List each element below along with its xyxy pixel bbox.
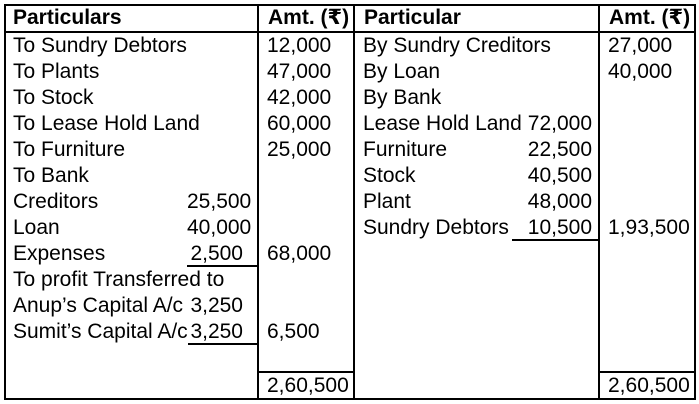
ledger-account-table: Particulars To Sundry Debtors To Plants …	[4, 4, 696, 400]
credit-particulars-column: Particular By Sundry Creditors By Loan B…	[355, 6, 600, 398]
amount-cell: 6,500	[267, 320, 320, 343]
debit-amount-column: Amt. (₹) 12,000 47,000 42,000 60,000 25,…	[259, 6, 355, 398]
sub-amount: 40,000	[187, 216, 252, 239]
row-label: Expenses	[13, 242, 106, 265]
amount-cell: 47,000	[267, 60, 332, 83]
table-row: To Bank	[6, 163, 257, 189]
row-label: Creditors	[13, 190, 99, 213]
table-row: By Loan	[355, 59, 598, 85]
table-row: Stock 40,500	[355, 163, 598, 189]
row-label: To profit Transferred to	[13, 268, 225, 291]
row-label: Furniture	[363, 138, 448, 161]
row-label: By Sundry Creditors	[363, 34, 551, 57]
table-row: Creditors 25,500	[6, 189, 257, 215]
table-row: To Sundry Debtors	[6, 33, 257, 59]
spacer	[259, 345, 353, 371]
sub-amount: 22,500	[527, 138, 592, 161]
table-row: Sumit’s Capital A/c 3,250	[6, 319, 257, 345]
table-row: Sundry Debtors 10,500	[355, 215, 598, 241]
spacer	[600, 241, 694, 371]
table-row: By Sundry Creditors	[355, 33, 598, 59]
sub-amount: 72,000	[527, 112, 592, 135]
table-row: To Stock	[6, 85, 257, 111]
credit-total: 2,60,500	[600, 371, 694, 398]
row-label: To Stock	[13, 86, 94, 109]
credit-amount-column: Amt. (₹) 27,000 40,000 1,93,500 2,60,500	[600, 6, 694, 398]
sub-amount: 3,250	[190, 294, 243, 317]
row-label: Sumit’s Capital A/c	[13, 320, 188, 343]
debit-particulars-column: Particulars To Sundry Debtors To Plants …	[6, 6, 259, 398]
spacer	[6, 345, 257, 371]
credit-amount-header: Amt. (₹)	[600, 6, 694, 33]
credit-particulars-header: Particular	[355, 6, 598, 33]
row-label: By Loan	[363, 60, 441, 83]
amount-cell: 1,93,500	[608, 216, 690, 239]
table-row: Anup’s Capital A/c 3,250	[6, 293, 257, 319]
row-label: To Plants	[13, 60, 100, 83]
sub-amount: 48,000	[527, 190, 592, 213]
row-label: Lease Hold Land	[363, 112, 522, 135]
sub-amount: 25,500	[187, 190, 252, 213]
row-label: Plant	[363, 190, 411, 213]
row-label: To Lease Hold Land	[13, 112, 200, 135]
table-row: Plant 48,000	[355, 189, 598, 215]
table-row: Loan 40,000	[6, 215, 257, 241]
spacer	[600, 85, 694, 215]
debit-total: 2,60,500	[259, 371, 353, 398]
amount-cell: 12,000	[267, 34, 332, 57]
row-label: To Bank	[13, 164, 89, 187]
table-row: To Lease Hold Land	[6, 111, 257, 137]
table-row: Expenses 2,500	[6, 241, 257, 267]
sub-amount-underlined: 10,500	[512, 215, 598, 241]
amount-cell: 40,000	[608, 60, 673, 83]
row-label: Stock	[363, 164, 416, 187]
amount-cell: 68,000	[267, 242, 332, 265]
amount-cell: 60,000	[267, 112, 332, 135]
table-row: By Bank	[355, 85, 598, 111]
amount-cell: 27,000	[608, 34, 673, 57]
row-label: Anup’s Capital A/c	[13, 294, 184, 317]
table-row: Lease Hold Land 72,000	[355, 111, 598, 137]
amount-cell: 42,000	[267, 86, 332, 109]
table-row: To profit Transferred to	[6, 267, 257, 293]
debit-particulars-header: Particulars	[6, 6, 257, 33]
sub-amount-underlined: 2,500	[187, 241, 257, 267]
row-label: Sundry Debtors	[363, 216, 509, 239]
table-row: To Plants	[6, 59, 257, 85]
row-label: Loan	[13, 216, 60, 239]
row-label: To Sundry Debtors	[13, 34, 187, 57]
table-row: Furniture 22,500	[355, 137, 598, 163]
sub-amount: 40,500	[527, 164, 592, 187]
row-label: By Bank	[363, 86, 442, 109]
spacer	[355, 241, 598, 371]
row-label: To Furniture	[13, 138, 126, 161]
amount-cell: 25,000	[267, 138, 332, 161]
table-row: To Furniture	[6, 137, 257, 163]
spacer	[259, 267, 353, 319]
sub-amount-underlined: 3,250	[187, 319, 257, 345]
debit-amount-header: Amt. (₹)	[259, 6, 353, 33]
spacer	[259, 163, 353, 241]
